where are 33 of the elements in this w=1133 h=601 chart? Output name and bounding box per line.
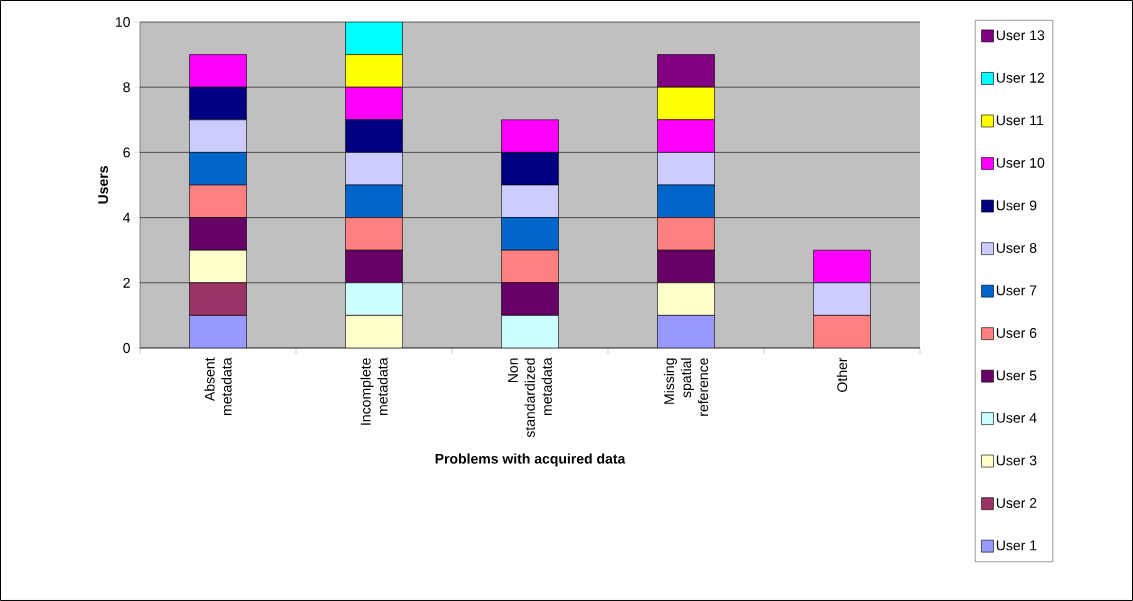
- bar: [345, 282, 403, 316]
- x-axis-title: Problems with acquired data: [435, 453, 626, 467]
- legend-label: User 3: [996, 455, 1037, 466]
- legend-label: User 8: [996, 243, 1037, 253]
- legend-label: User 5: [996, 370, 1037, 381]
- y-axis-title: Users: [98, 166, 109, 204]
- y-tick-label: 4: [123, 212, 131, 223]
- bar: [189, 315, 247, 348]
- legend-label: User 9: [996, 200, 1037, 211]
- x-tick-label: Non standardized metadata: [508, 357, 552, 438]
- bar: [501, 315, 559, 348]
- legend-label: User 7: [996, 285, 1037, 296]
- x-tick-label: Incomplete metadata: [360, 357, 388, 425]
- y-tick-label: 8: [123, 82, 130, 93]
- legend-label: User 6: [996, 328, 1037, 338]
- x-tick-label: Absent metadata: [204, 357, 232, 415]
- legend-label: User 13: [996, 30, 1045, 41]
- y-tick-label: 6: [123, 147, 130, 158]
- legend-label: User 11: [996, 115, 1044, 126]
- legend-label: User 1: [996, 540, 1037, 551]
- legend-label: User 2: [996, 498, 1037, 508]
- y-tick-label: 0: [123, 343, 130, 353]
- legend-label: User 12: [996, 72, 1045, 83]
- bar: [657, 315, 715, 348]
- bar: [345, 315, 403, 348]
- bar: [657, 282, 715, 316]
- y-tick-label: 10: [115, 17, 130, 27]
- legend-label: User 4: [996, 413, 1037, 423]
- bar: [189, 249, 247, 284]
- x-tick-label: Missing spatial reference: [663, 358, 709, 416]
- x-tick-label: Other: [836, 357, 848, 392]
- legend-label: User 10: [996, 157, 1045, 168]
- y-tick-label: 2: [123, 277, 130, 288]
